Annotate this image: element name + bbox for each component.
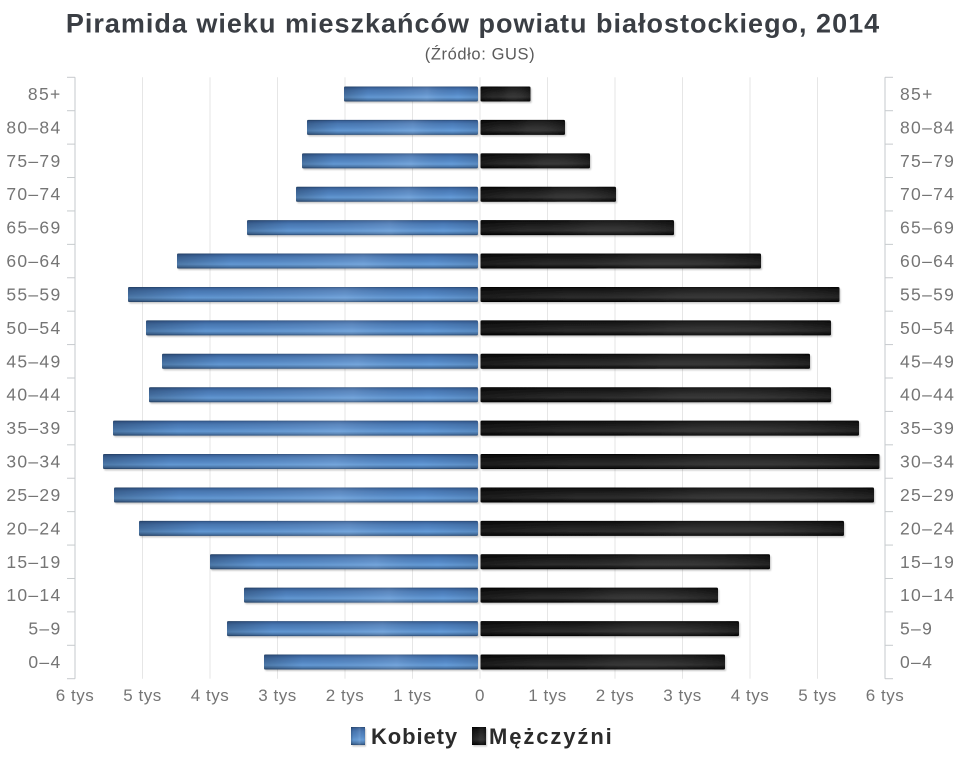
- svg-text:1 tys: 1 tys: [528, 686, 566, 705]
- svg-text:5 tys: 5 tys: [798, 686, 836, 705]
- svg-text:0: 0: [475, 686, 485, 705]
- svg-text:30–34: 30–34: [900, 452, 955, 472]
- svg-text:3 tys: 3 tys: [663, 686, 701, 705]
- svg-text:25–29: 25–29: [900, 485, 955, 505]
- svg-text:Mężczyźni: Mężczyźni: [489, 724, 614, 749]
- svg-text:75–79: 75–79: [6, 151, 61, 171]
- svg-text:60–64: 60–64: [6, 251, 61, 271]
- svg-text:85+: 85+: [900, 84, 934, 104]
- svg-text:80–84: 80–84: [900, 117, 955, 137]
- svg-text:4 tys: 4 tys: [731, 686, 769, 705]
- svg-text:4 tys: 4 tys: [191, 686, 229, 705]
- svg-text:6 tys: 6 tys: [56, 686, 94, 705]
- svg-text:15–19: 15–19: [6, 552, 61, 572]
- svg-text:65–69: 65–69: [900, 218, 955, 238]
- svg-text:35–39: 35–39: [6, 418, 61, 438]
- svg-text:70–74: 70–74: [6, 184, 61, 204]
- svg-text:50–54: 50–54: [900, 318, 955, 338]
- svg-text:(Źródło: GUS): (Źródło: GUS): [425, 45, 535, 64]
- svg-text:80–84: 80–84: [6, 117, 61, 137]
- svg-text:0–4: 0–4: [28, 652, 61, 672]
- svg-text:5 tys: 5 tys: [123, 686, 161, 705]
- svg-text:25–29: 25–29: [6, 485, 61, 505]
- svg-text:55–59: 55–59: [6, 285, 61, 305]
- svg-text:6 tys: 6 tys: [866, 686, 904, 705]
- svg-text:10–14: 10–14: [6, 585, 61, 605]
- svg-text:20–24: 20–24: [6, 518, 61, 538]
- svg-text:Kobiety: Kobiety: [371, 724, 458, 749]
- svg-text:60–64: 60–64: [900, 251, 955, 271]
- svg-text:70–74: 70–74: [900, 184, 955, 204]
- svg-text:65–69: 65–69: [6, 218, 61, 238]
- svg-text:2 tys: 2 tys: [326, 686, 364, 705]
- svg-text:35–39: 35–39: [900, 418, 955, 438]
- svg-text:75–79: 75–79: [900, 151, 955, 171]
- svg-text:0–4: 0–4: [900, 652, 933, 672]
- svg-text:40–44: 40–44: [900, 385, 955, 405]
- svg-text:45–49: 45–49: [6, 351, 61, 371]
- svg-text:45–49: 45–49: [900, 351, 955, 371]
- svg-text:10–14: 10–14: [900, 585, 955, 605]
- svg-text:5–9: 5–9: [28, 619, 61, 639]
- svg-text:20–24: 20–24: [900, 518, 955, 538]
- svg-text:5–9: 5–9: [900, 619, 933, 639]
- svg-text:1 tys: 1 tys: [393, 686, 431, 705]
- svg-text:15–19: 15–19: [900, 552, 955, 572]
- svg-text:85+: 85+: [28, 84, 62, 104]
- svg-text:30–34: 30–34: [6, 452, 61, 472]
- svg-text:2 tys: 2 tys: [596, 686, 634, 705]
- svg-text:Piramida wieku mieszkańców pow: Piramida wieku mieszkańców powiatu biało…: [66, 9, 880, 39]
- svg-text:3 tys: 3 tys: [258, 686, 296, 705]
- svg-text:50–54: 50–54: [6, 318, 61, 338]
- svg-text:40–44: 40–44: [6, 385, 61, 405]
- svg-text:55–59: 55–59: [900, 285, 955, 305]
